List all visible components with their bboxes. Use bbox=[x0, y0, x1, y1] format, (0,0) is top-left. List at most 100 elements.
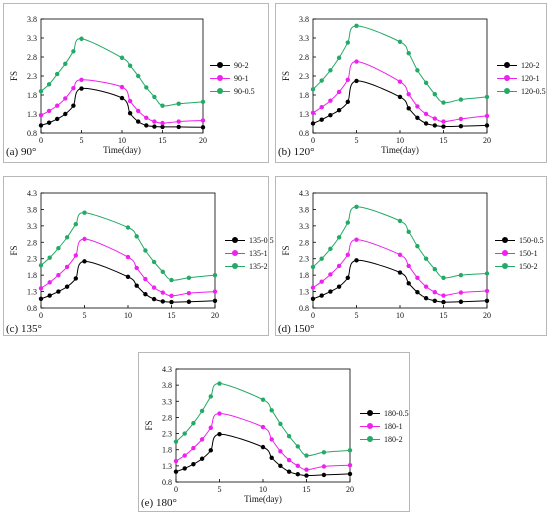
data-point-d-2 bbox=[415, 244, 420, 249]
data-point-e-2 bbox=[269, 408, 274, 413]
data-point-a-1 bbox=[119, 84, 125, 90]
x-axis-label-a: Time(day) bbox=[103, 145, 141, 155]
data-point-c-0 bbox=[125, 274, 131, 279]
data-point-b-1 bbox=[441, 119, 446, 124]
data-point-b-0 bbox=[432, 123, 437, 128]
series-line-c-2 bbox=[40, 212, 216, 281]
x-tick-label-b: 20 bbox=[483, 136, 491, 145]
data-point-c-1 bbox=[73, 253, 79, 258]
data-point-c-2 bbox=[64, 235, 70, 240]
data-point-b-0 bbox=[397, 94, 403, 100]
data-point-b-2 bbox=[354, 23, 359, 29]
data-point-d-0 bbox=[406, 281, 411, 286]
data-point-c-1 bbox=[143, 276, 148, 282]
data-point-b-0 bbox=[406, 106, 411, 111]
data-point-a-1 bbox=[71, 85, 76, 91]
x-tick-label-a: 0 bbox=[39, 136, 43, 145]
data-point-a-0 bbox=[136, 119, 141, 124]
x-axis-label-b: Time(day) bbox=[381, 145, 419, 155]
data-point-c-2 bbox=[125, 225, 131, 230]
data-point-d-2 bbox=[406, 229, 411, 234]
data-point-a-0 bbox=[46, 120, 52, 125]
data-point-c-2 bbox=[82, 210, 87, 215]
y-tick-label-b: 1.8 bbox=[299, 91, 309, 100]
data-point-e-1 bbox=[286, 457, 292, 463]
data-point-c-1 bbox=[212, 289, 218, 294]
data-point-e-2 bbox=[208, 394, 213, 399]
legend-marker-a-2 bbox=[217, 88, 223, 94]
data-point-b-0 bbox=[310, 121, 316, 126]
panel-label-b: (b) 120° bbox=[278, 146, 315, 158]
data-point-d-1 bbox=[484, 288, 490, 294]
data-point-d-1 bbox=[336, 263, 342, 269]
data-point-c-0 bbox=[134, 283, 139, 288]
data-point-e-1 bbox=[347, 463, 353, 468]
legend-e: 180-0.5 180-1 180-2 bbox=[360, 407, 440, 446]
data-point-e-1 bbox=[269, 437, 274, 442]
data-point-b-1 bbox=[423, 111, 429, 117]
y-tick-label-d: 1.8 bbox=[299, 271, 309, 280]
data-point-d-0 bbox=[336, 284, 342, 289]
data-point-b-2 bbox=[458, 97, 464, 102]
x-tick-label-e: 10 bbox=[259, 485, 267, 494]
x-tick-label-c: 10 bbox=[124, 311, 132, 320]
data-point-b-0 bbox=[441, 124, 446, 129]
x-tick-label-d: 5 bbox=[355, 311, 359, 320]
panel-b: 0.8 1.3 1.8 2.3 2.8 3.3 3.8 0 5 10 15 20 Time(day) FS… bbox=[275, 3, 547, 163]
x-tick-label-c: 15 bbox=[168, 311, 176, 320]
x-tick-label-d: 20 bbox=[483, 311, 491, 320]
data-point-d-1 bbox=[415, 275, 420, 280]
data-point-a-0 bbox=[63, 111, 68, 117]
data-point-c-1 bbox=[160, 290, 165, 295]
data-point-a-2 bbox=[127, 63, 133, 68]
data-point-b-1 bbox=[484, 113, 490, 119]
data-point-a-1 bbox=[200, 118, 206, 123]
data-point-c-1 bbox=[56, 272, 61, 278]
y-axis-label-d: FS bbox=[281, 245, 291, 255]
data-point-a-0 bbox=[38, 123, 44, 128]
data-point-a-0 bbox=[152, 124, 157, 129]
data-point-e-0 bbox=[191, 462, 196, 467]
data-point-d-0 bbox=[441, 299, 446, 305]
data-point-e-2 bbox=[260, 397, 266, 402]
data-point-c-0 bbox=[64, 284, 70, 289]
data-point-e-2 bbox=[278, 421, 283, 427]
data-point-a-0 bbox=[119, 95, 125, 101]
data-point-b-0 bbox=[458, 123, 464, 129]
data-point-c-1 bbox=[151, 285, 157, 290]
legend-marker-d-1 bbox=[502, 250, 508, 256]
data-point-e-1 bbox=[208, 425, 213, 430]
data-point-a-2 bbox=[176, 101, 181, 106]
data-point-e-1 bbox=[191, 445, 196, 451]
x-tick-label-a: 5 bbox=[80, 136, 84, 145]
y-tick-label-d: 2.8 bbox=[299, 238, 309, 247]
x-tick-label-d: 0 bbox=[311, 311, 315, 320]
data-point-e-1 bbox=[304, 467, 309, 472]
data-point-d-1 bbox=[310, 285, 316, 290]
data-point-a-1 bbox=[176, 119, 181, 124]
y-tick-label-d: 4.3 bbox=[299, 189, 309, 198]
data-point-c-2 bbox=[151, 259, 157, 265]
data-point-d-1 bbox=[328, 272, 333, 277]
legend-c: 135-0.5 135-1 135-2 bbox=[225, 234, 305, 273]
data-point-a-1 bbox=[144, 115, 149, 121]
data-point-b-2 bbox=[415, 68, 420, 73]
data-point-e-2 bbox=[347, 448, 353, 453]
data-point-e-1 bbox=[182, 453, 187, 458]
legend-label-b-2: 120-0.5 bbox=[521, 87, 546, 96]
data-point-a-2 bbox=[152, 94, 157, 100]
data-point-c-1 bbox=[38, 286, 44, 291]
legend-marker-d-2 bbox=[502, 263, 508, 269]
data-point-d-1 bbox=[458, 290, 464, 295]
panel-label-c: (c) 135° bbox=[6, 323, 42, 335]
data-point-b-1 bbox=[458, 116, 464, 122]
data-point-b-0 bbox=[328, 112, 333, 118]
y-tick-label-c: 4.3 bbox=[27, 189, 37, 198]
data-point-c-1 bbox=[186, 291, 192, 296]
legend-item-e-2: 180-2 bbox=[360, 433, 440, 446]
data-point-a-0 bbox=[176, 124, 181, 130]
x-tick-label-e: 0 bbox=[174, 485, 178, 494]
data-point-d-2 bbox=[345, 220, 350, 225]
data-point-a-0 bbox=[55, 116, 60, 122]
data-point-d-2 bbox=[441, 275, 446, 280]
